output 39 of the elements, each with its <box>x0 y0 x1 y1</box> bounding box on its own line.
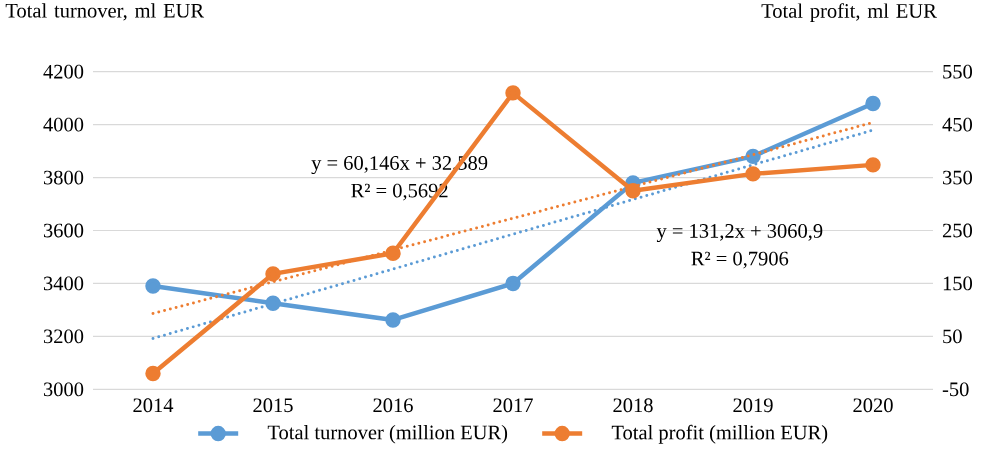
y-tick-label: 4200 <box>43 64 84 79</box>
y2-tick-label: 150 <box>943 276 973 291</box>
x-tick-label: 2020 <box>853 398 893 413</box>
point <box>865 95 881 112</box>
annotation: y = 131,2x + 3060,9 <box>656 224 823 243</box>
y-tick-label: 3000 <box>43 382 84 397</box>
legend-label: Total profit (million EUR) <box>611 424 828 444</box>
point <box>865 157 881 173</box>
y2-axis-title: Total profit, ml EUR <box>761 3 937 22</box>
point <box>505 275 521 292</box>
x-tick-label: 2017 <box>493 398 533 413</box>
point <box>505 85 521 101</box>
point <box>745 166 761 182</box>
legend-label: Total turnover (million EUR) <box>267 424 508 444</box>
y2-tick-label: 50 <box>943 329 962 344</box>
x-tick-label: 2018 <box>613 398 653 413</box>
point <box>145 365 161 382</box>
point <box>385 245 401 261</box>
x-tick-label: 2015 <box>253 398 293 413</box>
point <box>625 183 641 199</box>
point <box>145 278 161 294</box>
y2-tick-label: 550 <box>943 64 973 79</box>
annotation: R² = 0,7906 <box>691 251 789 269</box>
x-tick-label: 2014 <box>133 398 174 413</box>
x-tick-label: 2019 <box>733 398 773 413</box>
x-tick-label: 2016 <box>373 398 413 413</box>
point <box>265 266 281 282</box>
y2-tick-label: -50 <box>942 382 969 397</box>
y-tick-label: 3800 <box>43 170 84 185</box>
y2-tick-label: 450 <box>942 117 973 132</box>
y-tick-label: 3400 <box>43 276 84 291</box>
y2-tick-label: 250 <box>942 223 973 238</box>
y-tick-label: 3600 <box>43 223 84 238</box>
point <box>385 312 401 328</box>
y-tick-label: 3200 <box>43 329 84 344</box>
y2-tick-label: 350 <box>943 170 973 185</box>
y-tick-label: 4000 <box>43 117 84 132</box>
point <box>265 295 281 311</box>
y-axis-title: Total turnover, ml EUR <box>5 3 205 21</box>
